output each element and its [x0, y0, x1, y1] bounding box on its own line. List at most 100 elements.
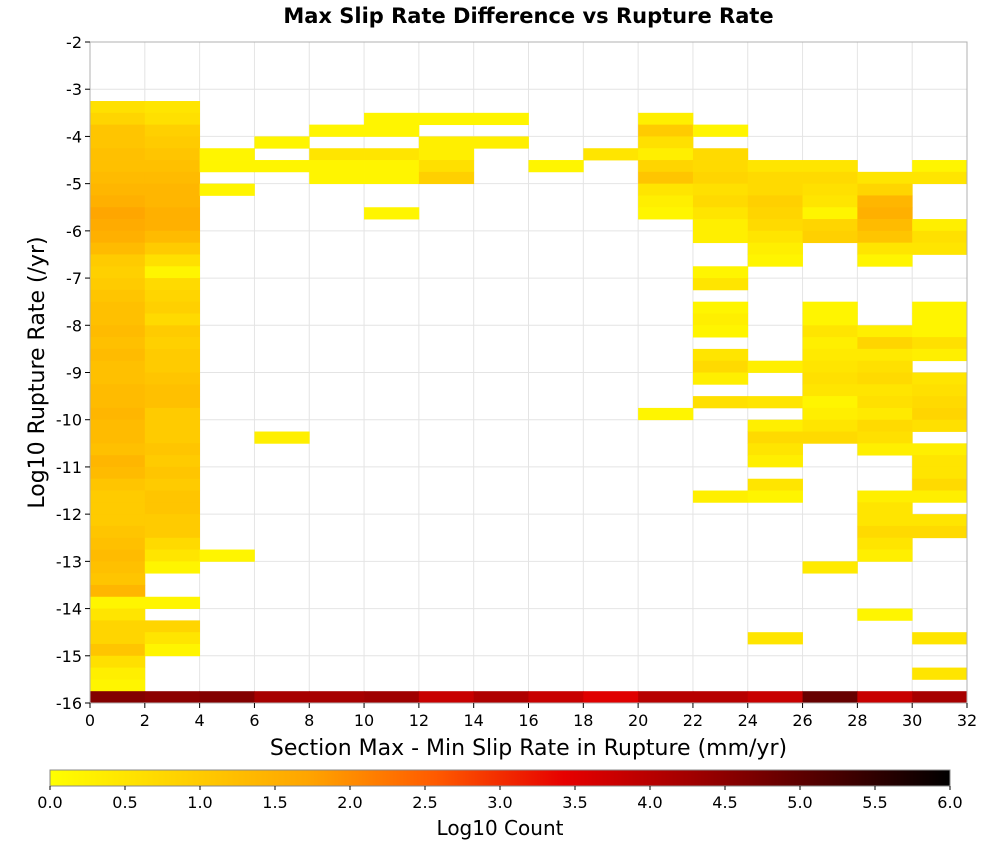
heatmap-cell: [747, 195, 803, 208]
heatmap-cell-bottom: [199, 691, 255, 703]
heatmap-cell: [857, 337, 913, 350]
heatmap-cell: [692, 195, 749, 208]
heatmap-cell: [692, 325, 749, 338]
heatmap-cell: [747, 254, 803, 267]
heatmap-cell: [747, 443, 803, 456]
heatmap-cells: [90, 101, 968, 703]
heatmap-cell: [90, 525, 146, 539]
heatmap-cell: [90, 325, 146, 338]
heatmap-cell: [638, 195, 694, 208]
heatmap-cell: [912, 313, 968, 326]
heatmap-cell: [90, 396, 146, 409]
x-tick-label: 22: [683, 711, 703, 730]
heatmap-cell: [912, 160, 968, 173]
heatmap-cell: [747, 171, 803, 185]
x-axis-ticks: 0 2 4 6 8 10 12 14 16 18 20 22 24 26 28 30 32: [85, 703, 977, 730]
heatmap-cell: [692, 207, 749, 220]
y-tick-label: -2: [66, 33, 82, 52]
x-tick-label: 0: [85, 711, 95, 730]
heatmap-cell: [857, 525, 913, 539]
heatmap-cell: [692, 148, 749, 161]
x-tick-label: 16: [518, 711, 538, 730]
heatmap-cell: [857, 207, 913, 220]
heatmap-cell: [802, 419, 858, 432]
heatmap-cell: [90, 478, 146, 491]
heatmap-cell: [144, 384, 201, 397]
colorbar-tick-label: 1.5: [262, 793, 287, 812]
heatmap-cell: [802, 407, 858, 421]
heatmap-cell: [90, 266, 146, 279]
heatmap-cell: [638, 136, 694, 149]
heatmap-cell: [90, 124, 146, 137]
x-tick-label: 20: [628, 711, 648, 730]
heatmap-cell: [802, 325, 858, 338]
heatmap-cell: [912, 171, 968, 185]
heatmap-cell: [692, 301, 749, 314]
colorbar-tick-label: 4.5: [712, 793, 737, 812]
x-axis-label: Section Max - Min Slip Rate in Rupture (…: [270, 736, 787, 761]
colorbar: [49, 769, 951, 787]
heatmap-cell: [364, 124, 420, 137]
heatmap-cell: [90, 490, 146, 503]
heatmap-cell: [144, 266, 201, 279]
heatmap-cell: [90, 502, 146, 515]
heatmap-cell: [90, 643, 146, 657]
heatmap-cell: [912, 301, 968, 314]
heatmap-cell: [583, 148, 639, 161]
heatmap-cell: [364, 207, 420, 220]
heatmap-cell: [857, 502, 913, 515]
heatmap-cell: [692, 230, 749, 244]
heatmap-cell: [747, 632, 803, 645]
heatmap-cell: [912, 396, 968, 409]
heatmap-cell: [638, 148, 694, 161]
y-tick-label: -8: [66, 316, 82, 335]
heatmap-cell: [692, 160, 749, 173]
colorbar-tick-label: 1.0: [187, 793, 212, 812]
heatmap-cell: [857, 195, 913, 208]
heatmap-cell: [144, 112, 201, 126]
heatmap-cell: [912, 230, 968, 244]
heatmap-cell: [912, 525, 968, 539]
heatmap-cell: [857, 537, 913, 550]
heatmap-cell-bottom: [692, 691, 749, 703]
y-tick-label: -10: [56, 411, 82, 430]
heatmap-cell: [747, 230, 803, 244]
heatmap-cell: [90, 183, 146, 196]
heatmap-cell-bottom: [912, 691, 968, 703]
heatmap-cell-bottom: [802, 691, 858, 703]
y-tick-label: -6: [66, 222, 82, 241]
heatmap-cell: [857, 490, 913, 503]
heatmap-cell: [857, 171, 913, 185]
heatmap-cell: [90, 466, 146, 480]
heatmap-cell: [254, 431, 310, 444]
heatmap-cell: [747, 419, 803, 432]
heatmap-cell: [912, 372, 968, 385]
colorbar-tick-label: 4.0: [637, 793, 662, 812]
heatmap-cell: [802, 360, 858, 373]
heatmap-cell: [90, 278, 146, 291]
colorbar-tick-label: 5.5: [862, 793, 887, 812]
heatmap-cell: [144, 301, 201, 314]
heatmap-cell: [364, 171, 420, 185]
heatmap-cell: [802, 160, 858, 173]
heatmap-cell: [144, 431, 201, 444]
heatmap-cell: [692, 313, 749, 326]
colorbar-tick-label: 0.0: [37, 793, 62, 812]
heatmap-cell: [90, 112, 146, 126]
heatmap-cell: [144, 561, 201, 574]
y-tick-label: -5: [66, 175, 82, 194]
colorbar-tick-label: 2.5: [412, 793, 437, 812]
heatmap-cell: [802, 171, 858, 185]
heatmap-cell: [638, 183, 694, 196]
heatmap-cell: [802, 313, 858, 326]
heatmap-cell: [144, 124, 201, 137]
heatmap-cell: [912, 242, 968, 255]
heatmap-cell-bottom: [473, 691, 529, 703]
heatmap-cell: [144, 525, 201, 539]
colorbar-tick-label: 2.0: [337, 793, 362, 812]
heatmap-cell: [144, 549, 201, 562]
heatmap-cell: [90, 348, 146, 362]
heatmap-cell: [857, 219, 913, 232]
heatmap-cell-bottom: [747, 691, 803, 703]
